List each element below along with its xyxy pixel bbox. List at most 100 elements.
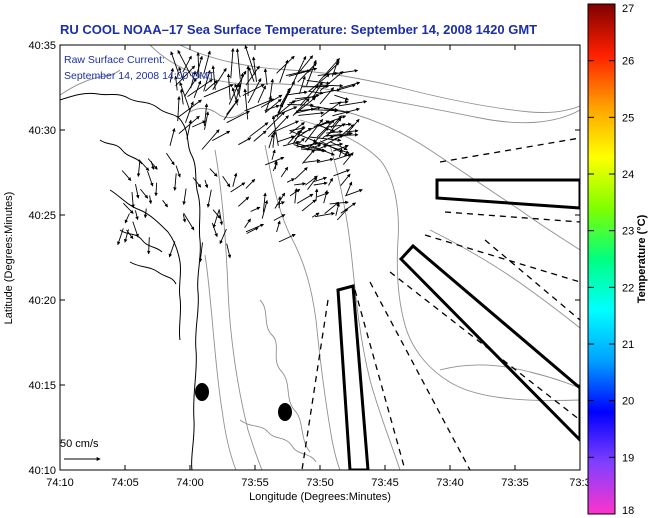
current-vector (267, 115, 289, 138)
current-vector (226, 73, 231, 100)
current-vector (244, 98, 275, 112)
y-tick-label: 40:10 (28, 465, 56, 477)
current-vector (182, 214, 187, 223)
coastline-segment (119, 229, 163, 253)
current-vector (212, 67, 227, 91)
current-vector (325, 142, 344, 147)
current-vector (285, 67, 318, 77)
current-vector (340, 173, 351, 186)
current-vector (206, 189, 212, 208)
current-vector (310, 144, 322, 150)
current-vector (308, 73, 330, 92)
current-vector (162, 200, 168, 208)
current-vector (237, 196, 250, 207)
current-vector (326, 129, 343, 134)
colorbar-tick-label: 25 (622, 112, 634, 124)
bathymetry-contour (204, 254, 237, 470)
y-tick-label: 40:15 (28, 380, 56, 392)
current-vector (212, 209, 220, 229)
current-vector (211, 222, 218, 238)
current-vector (334, 153, 352, 161)
current-vector (334, 94, 349, 101)
x-tick-label: 73:40 (436, 477, 464, 489)
y-axis-ticks: 40:35 40:30 40:25 40:20 40:15 40:10 (28, 40, 580, 477)
current-vector (222, 175, 231, 188)
current-vector (302, 149, 315, 164)
current-vector (244, 45, 256, 75)
current-vector (333, 169, 351, 177)
current-vector (186, 119, 193, 140)
y-tick-label: 40:20 (28, 295, 56, 307)
current-vector (319, 71, 344, 92)
current-vector (175, 165, 181, 178)
current-vector (204, 80, 218, 92)
current-vector (346, 118, 360, 134)
current-vector (174, 75, 178, 91)
current-vector (204, 111, 210, 130)
current-vector (333, 144, 349, 152)
current-vector (338, 100, 368, 107)
current-vector (122, 202, 134, 214)
buoy-marker (278, 403, 292, 421)
current-vector (294, 167, 308, 180)
current-vector (230, 182, 246, 193)
scale-label: 50 cm/s (60, 438, 99, 450)
colorbar-tick-label: 24 (622, 169, 634, 181)
bathymetry-contour (259, 299, 311, 453)
current-vector (298, 75, 306, 95)
current-vector (273, 100, 296, 119)
current-vector (169, 67, 175, 83)
current-vector (201, 129, 220, 150)
bathymetry-contour (299, 119, 580, 401)
temperature-colorbar: 27 26 25 24 23 22 21 20 19 18 Temperature (°C) (587, 3, 648, 517)
current-vector (168, 241, 176, 258)
transect-line (484, 239, 580, 321)
current-vector (345, 129, 359, 133)
current-vector (288, 69, 311, 77)
current-vector (340, 202, 356, 214)
current-vector (293, 142, 326, 152)
current-vector (131, 192, 135, 209)
current-vector (265, 98, 282, 113)
restricted-zones (336, 178, 580, 470)
current-vector (271, 149, 276, 160)
current-vector (287, 130, 301, 145)
x-tick-label: 74:05 (111, 477, 139, 489)
current-vector (245, 223, 265, 233)
current-vector (124, 213, 130, 224)
current-label-line1: Raw Surface Current: (64, 54, 165, 66)
x-tick-label: 73:35 (501, 477, 529, 489)
current-vector (342, 124, 355, 135)
current-vector (235, 48, 241, 80)
current-vector (203, 84, 234, 98)
x-axis-ticks: 74:10 74:05 74:00 73:55 73:50 73:45 73:40 73:35… (46, 45, 591, 489)
current-vector (329, 141, 348, 151)
current-vector (280, 166, 289, 178)
bathymetry-contour (439, 364, 580, 389)
current-vector (287, 90, 308, 96)
map-title: RU COOL NOAA–17 Sea Surface Temperature:… (60, 22, 537, 37)
current-vector (297, 62, 317, 83)
current-vector (182, 55, 192, 73)
current-vector (293, 97, 316, 115)
transect-line (424, 234, 580, 283)
current-vector (276, 103, 284, 118)
bathymetry-contour (214, 149, 263, 470)
current-vector (296, 193, 314, 204)
current-vector (296, 141, 322, 148)
current-vector (308, 108, 339, 113)
current-vector (301, 199, 317, 212)
current-vector (179, 88, 184, 105)
colorbar-label: Temperature (°C) (636, 214, 648, 303)
current-vector (306, 127, 329, 151)
current-vector (289, 122, 305, 135)
current-vector (264, 104, 280, 111)
current-vector (196, 52, 200, 79)
current-vector (297, 55, 314, 75)
current-vector (132, 221, 139, 238)
current-vector (192, 177, 202, 188)
current-vector (219, 228, 227, 245)
current-vector (123, 229, 129, 243)
current-vector (230, 47, 235, 79)
